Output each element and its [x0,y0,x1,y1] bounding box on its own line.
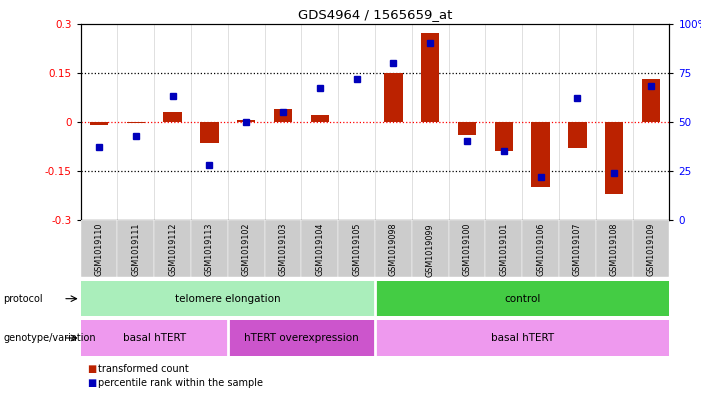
Bar [559,220,596,277]
Bar [375,320,669,356]
Text: basal hTERT: basal hTERT [123,333,186,343]
Text: GSM1019111: GSM1019111 [131,223,140,276]
Bar [375,281,669,316]
Bar [163,112,182,122]
Bar [228,220,265,277]
Bar [154,220,191,277]
Text: control: control [504,294,540,304]
Bar [384,73,402,122]
Bar [412,220,449,277]
Bar [81,281,375,316]
Text: genotype/variation: genotype/variation [4,333,96,343]
Bar [642,79,660,122]
Bar [522,220,559,277]
Text: telomere elongation: telomere elongation [175,294,280,304]
Bar [375,220,412,277]
Bar [458,122,476,135]
Bar [191,220,228,277]
Bar [127,122,145,123]
Bar [569,122,587,148]
Text: GSM1019103: GSM1019103 [278,223,287,276]
Text: GSM1019107: GSM1019107 [573,223,582,276]
Text: GSM1019104: GSM1019104 [315,223,325,276]
Bar [632,220,669,277]
Bar [301,220,338,277]
Bar [274,109,292,122]
Bar [596,220,632,277]
Text: basal hTERT: basal hTERT [491,333,554,343]
Text: hTERT overexpression: hTERT overexpression [244,333,359,343]
Bar [81,220,118,277]
Bar [228,320,375,356]
Bar [449,220,485,277]
Text: GSM1019110: GSM1019110 [95,223,104,276]
Text: protocol: protocol [4,294,43,304]
Bar [338,220,375,277]
Bar [265,220,301,277]
Text: GSM1019105: GSM1019105 [352,223,361,276]
Text: GSM1019113: GSM1019113 [205,223,214,276]
Bar [485,220,522,277]
Bar [421,33,440,122]
Text: ■: ■ [88,364,97,375]
Text: GSM1019109: GSM1019109 [646,223,655,276]
Text: percentile rank within the sample: percentile rank within the sample [98,378,263,388]
Bar [237,120,255,122]
Text: ■: ■ [88,378,97,388]
Bar [81,320,228,356]
Bar [605,122,623,194]
Bar [531,122,550,187]
Text: GSM1019101: GSM1019101 [499,223,508,276]
Text: GSM1019099: GSM1019099 [426,223,435,277]
Text: GSM1019100: GSM1019100 [463,223,472,276]
Text: GSM1019102: GSM1019102 [242,223,251,276]
Bar [311,115,329,122]
Bar [495,122,513,151]
Text: GSM1019108: GSM1019108 [610,223,619,276]
Bar [90,122,108,125]
Text: GSM1019098: GSM1019098 [389,223,398,276]
Text: GSM1019112: GSM1019112 [168,223,177,276]
Title: GDS4964 / 1565659_at: GDS4964 / 1565659_at [298,8,452,21]
Text: GSM1019106: GSM1019106 [536,223,545,276]
Text: transformed count: transformed count [98,364,189,375]
Bar [200,122,219,143]
Bar [118,220,154,277]
